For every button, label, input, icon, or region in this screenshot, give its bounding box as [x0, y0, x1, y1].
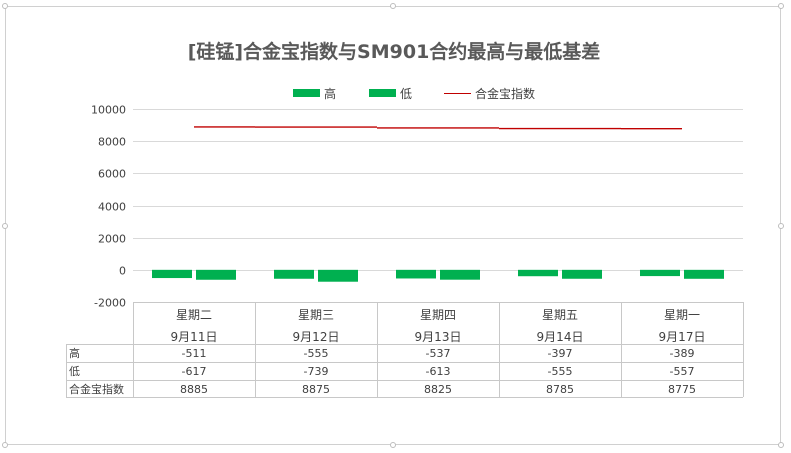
resize-handle-top-right[interactable]: [778, 3, 784, 9]
table-cell-value: -555: [548, 365, 573, 378]
table-row-label: 低: [69, 365, 80, 378]
resize-handle-right[interactable]: [778, 223, 784, 229]
table-cell-value: 8875: [302, 383, 330, 396]
resize-handle-left[interactable]: [2, 223, 8, 229]
bar-high: [640, 269, 680, 277]
y-tick-label: -2000: [94, 297, 126, 310]
x-category-label: 星期一: [664, 308, 700, 322]
legend-item-high: 高: [293, 83, 336, 103]
x-date-label: 9月13日: [415, 330, 462, 344]
bar-high: [274, 269, 314, 279]
y-tick-label: 0: [119, 265, 126, 278]
table-cell-value: -617: [182, 365, 207, 378]
bar-high: [518, 269, 558, 277]
resize-handle-top-left[interactable]: [2, 3, 8, 9]
index-line: [194, 126, 682, 130]
table-row-label: 高: [69, 346, 80, 360]
bar-low: [684, 269, 724, 279]
y-tick-label: 4000: [98, 201, 126, 214]
table-cell-value: -511: [182, 347, 207, 360]
x-date-label: 9月17日: [659, 330, 706, 344]
y-tick-label: 2000: [98, 233, 126, 246]
chart-legend: 高 低 合金宝指数: [6, 83, 782, 103]
x-date-label: 9月12日: [293, 330, 340, 344]
legend-label-high: 高: [324, 86, 337, 101]
table-cell-value: 8825: [424, 383, 452, 396]
table-cell-value: -555: [304, 347, 329, 360]
y-tick-label: 6000: [98, 168, 126, 181]
table-cell-value: -397: [548, 347, 573, 360]
chart-title: [硅锰]合金宝指数与SM901合约最高与最低基差: [187, 41, 601, 63]
bar-low: [196, 269, 236, 280]
bar-low: [562, 269, 602, 279]
y-tick-label: 8000: [98, 136, 126, 149]
legend-swatch-low: [369, 89, 396, 97]
resize-handle-bottom[interactable]: [390, 442, 396, 448]
x-date-label: 9月11日: [171, 330, 218, 344]
bar-low: [318, 269, 358, 282]
table-cell-value: 8785: [546, 383, 574, 396]
legend-line-index: [444, 92, 471, 94]
table-row-label: 合金宝指数: [69, 382, 124, 396]
table-cell-value: -537: [426, 347, 451, 360]
table-cell-value: -613: [426, 365, 451, 378]
chart-plot: 10000 8000 6000 4000 2000 0 -2000 星期二 9月11日 星期三 9月…: [66, 104, 744, 398]
legend-label-index: 合金宝指数: [475, 86, 536, 101]
legend-item-index: 合金宝指数: [444, 83, 535, 103]
table-cell-value: -739: [304, 365, 329, 378]
chart-frame[interactable]: [硅锰]合金宝指数与SM901合约最高与最低基差 高 低 合金宝指数 10000…: [5, 6, 781, 445]
bar-low: [440, 269, 480, 280]
x-category-label: 星期四: [420, 308, 456, 322]
resize-handle-bottom-right[interactable]: [778, 442, 784, 448]
y-tick-label: 10000: [91, 104, 126, 117]
x-date-label: 9月14日: [537, 330, 584, 344]
resize-handle-bottom-left[interactable]: [2, 442, 8, 448]
x-category-label: 星期二: [176, 308, 212, 322]
table-cell-value: -557: [670, 365, 695, 378]
bar-high: [396, 269, 436, 279]
bar-high: [152, 269, 192, 279]
table-cell-value: 8775: [668, 383, 696, 396]
legend-item-low: 低: [369, 83, 412, 103]
table-cell-value: 8885: [180, 383, 208, 396]
legend-swatch-high: [293, 89, 320, 97]
table-cell-value: -389: [670, 347, 695, 360]
x-category-label: 星期三: [298, 308, 334, 322]
resize-handle-top[interactable]: [390, 3, 396, 9]
legend-label-low: 低: [400, 86, 413, 101]
x-category-label: 星期五: [542, 308, 578, 322]
